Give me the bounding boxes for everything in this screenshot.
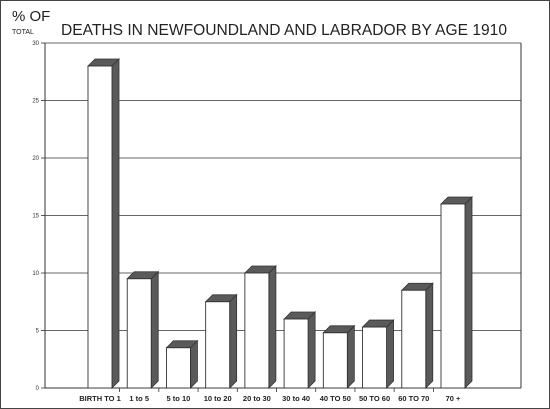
bar [204,293,238,389]
bar [243,265,277,389]
bar [283,311,317,389]
y-tick-label: 30 [32,41,39,47]
y-tick-label: 0 [36,386,40,392]
bar-side [268,265,277,389]
bar-side [190,339,198,389]
y-axis-label: % OF [12,8,50,25]
y-axis-ticks: 0 5 10 15 20 25 30 [32,41,45,392]
bar-front [322,332,348,389]
bar-side [386,319,394,389]
x-category-label: 50 TO 60 [359,394,390,403]
bar-front [362,326,388,389]
gridlines [44,42,522,389]
bar-front [165,347,191,389]
bar-side [346,324,355,389]
x-category-label: 30 to 40 [282,394,310,403]
x-category-label: 10 to 20 [204,394,232,403]
bar [400,282,434,389]
bar-side [150,270,159,389]
bar-front [244,272,270,389]
bar-side [425,282,434,389]
bar-front [126,278,152,389]
bar [361,319,395,389]
bar-front [87,65,113,389]
x-category-label: 5 to 10 [167,394,191,403]
x-category-label: BIRTH TO 1 [79,394,121,403]
x-axis-categories: BIRTH TO 1 1 to 5 5 to 10 10 to 20 20 to 30 3… [79,388,461,403]
bar [440,196,473,389]
x-category-label: 70 + [446,394,461,403]
bar [322,324,356,389]
y-tick-label: 15 [32,214,39,220]
bar-front [440,203,466,389]
y-tick-label: 5 [36,329,40,335]
bar [165,339,199,389]
bar [126,270,160,389]
chart-title: DEATHS IN NEWFOUNDLAND AND LABRADOR BY A… [61,22,507,39]
x-category-label: 40 TO 50 [320,394,351,403]
y-axis-sublabel: TOTAL [12,29,34,36]
y-tick-label: 20 [32,156,39,162]
bar-front [283,318,309,389]
bar-side [229,293,238,389]
y-tick-label: 25 [32,99,39,105]
bar-side [111,58,120,389]
x-category-label: 20 to 30 [243,394,271,403]
y-tick-label: 10 [32,271,39,277]
bar-side [307,311,316,389]
bar-front [205,301,231,389]
bar-side [464,196,473,389]
bars [87,58,473,389]
bar-front [401,289,427,389]
bar [87,58,120,389]
x-category-label: 1 to 5 [129,394,149,403]
x-category-label: 60 TO 70 [398,394,429,403]
